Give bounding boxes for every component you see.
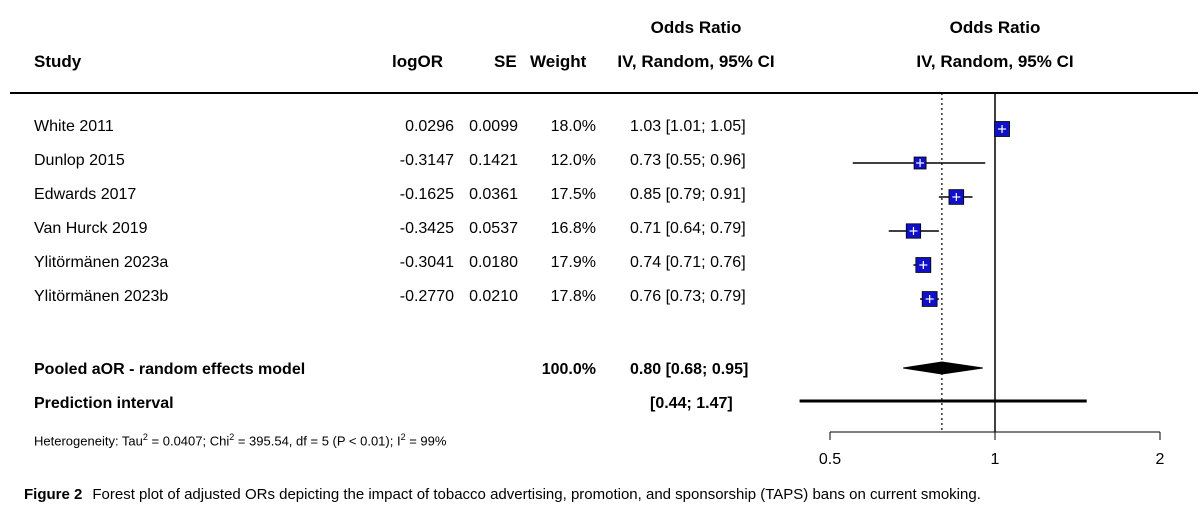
- forest-plot: 0.5 1 2: [10, 92, 1198, 468]
- study-se: 0.0537: [469, 220, 518, 237]
- x-tick-label: 1: [991, 451, 1000, 468]
- study-ci-text: 0.85 [0.79; 0.91]: [630, 186, 746, 203]
- header-plot-top: Odds Ratio: [949, 18, 1041, 37]
- study-se: 0.0099: [469, 118, 518, 135]
- study-logor: -0.3041: [399, 254, 454, 271]
- header-weight: Weight: [530, 52, 587, 71]
- header-or-ci-bottom: IV, Random, 95% CI: [617, 52, 775, 71]
- header-plot-bottom: IV, Random, 95% CI: [916, 52, 1074, 71]
- study-name: Ylitörmänen 2023a: [34, 254, 169, 271]
- x-tick-label: 0.5: [819, 451, 841, 468]
- study-ci-text: 0.76 [0.73; 0.79]: [630, 288, 746, 305]
- study-weight: 17.9%: [550, 254, 596, 271]
- study-ci-text: 0.71 [0.64; 0.79]: [630, 220, 746, 237]
- study-weight: 12.0%: [550, 152, 596, 169]
- study-name: Edwards 2017: [34, 186, 137, 203]
- study-logor: -0.3147: [399, 152, 454, 169]
- study-se: 0.0180: [469, 254, 518, 271]
- study-logor: -0.3425: [399, 220, 454, 237]
- study-ci-text: 0.73 [0.55; 0.96]: [630, 152, 746, 169]
- study-se: 0.1421: [469, 152, 518, 169]
- figure-caption: Figure 2 Forest plot of adjusted ORs depi…: [24, 486, 981, 503]
- x-tick-label: 2: [1156, 451, 1165, 468]
- heterogeneity-text: Heterogeneity: Tau2 = 0.0407; Chi2 = 395…: [34, 432, 447, 449]
- study-se: 0.0210: [469, 288, 518, 305]
- header-se: SE: [494, 52, 517, 71]
- study-name: Dunlop 2015: [34, 152, 125, 169]
- study-weight: 17.8%: [550, 288, 596, 305]
- prediction-ci-text: [0.44; 1.47]: [650, 395, 733, 412]
- pooled-diamond: [903, 361, 983, 375]
- pooled-ci-text: 0.80 [0.68; 0.95]: [630, 361, 749, 378]
- header-study: Study: [34, 52, 82, 71]
- pooled-weight: 100.0%: [541, 361, 596, 378]
- header-logor: logOR: [392, 52, 443, 71]
- header-or-ci-top: Odds Ratio: [650, 18, 742, 37]
- study-ci-text: 1.03 [1.01; 1.05]: [630, 118, 746, 135]
- study-name: Ylitörmänen 2023b: [34, 288, 169, 305]
- study-weight: 17.5%: [550, 186, 596, 203]
- pooled-label: Pooled aOR - random effects model: [34, 361, 306, 378]
- study-logor: 0.0296: [405, 118, 454, 135]
- study-name: Van Hurck 2019: [34, 220, 148, 237]
- study-weight: 16.8%: [550, 220, 596, 237]
- study-logor: -0.1625: [399, 186, 454, 203]
- study-ci-text: 0.74 [0.71; 0.76]: [630, 254, 746, 271]
- study-name: White 2011: [34, 118, 114, 135]
- prediction-label: Prediction interval: [34, 395, 174, 412]
- study-logor: -0.2770: [399, 288, 454, 305]
- study-weight: 18.0%: [550, 118, 596, 135]
- study-se: 0.0361: [469, 186, 518, 203]
